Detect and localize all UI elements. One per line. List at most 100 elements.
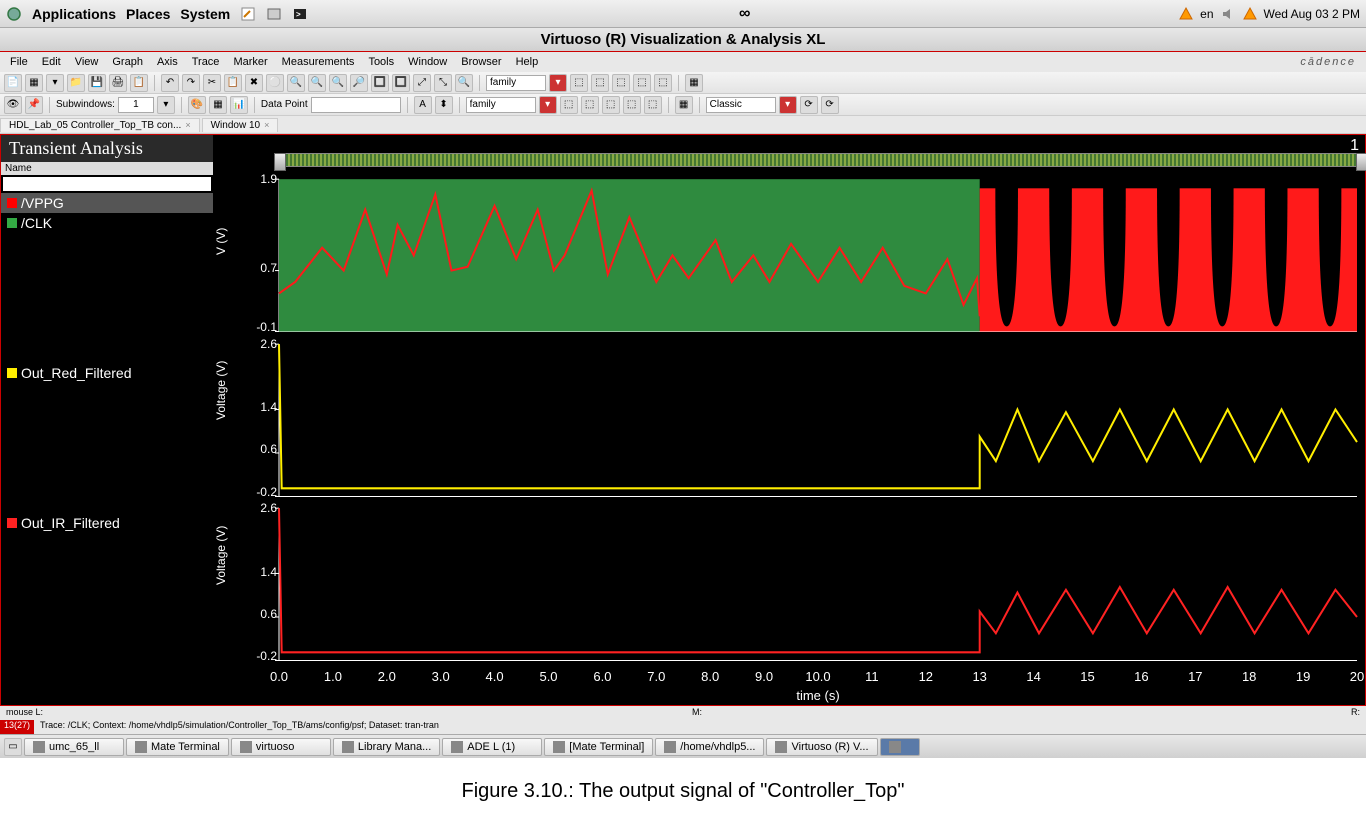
menu-help[interactable]: Help [512, 54, 543, 70]
sidebar-search[interactable] [3, 177, 211, 191]
signal-item-0[interactable]: /VPPG [1, 193, 213, 213]
task-6[interactable]: /home/vhdlp5... [655, 738, 764, 756]
menu-tools[interactable]: Tools [364, 54, 398, 70]
eye-icon[interactable]: 👁 [4, 96, 22, 114]
close-icon[interactable]: × [185, 120, 190, 130]
toolbtn-11[interactable]: 📋 [224, 74, 242, 92]
chart-icon[interactable]: 📊 [230, 96, 248, 114]
signal-item-3[interactable]: Out_IR_Filtered [1, 513, 213, 533]
task-3[interactable]: Library Mana... [333, 738, 440, 756]
grid-icon[interactable]: ▦ [209, 96, 227, 114]
toolbtn-5[interactable]: 🖨 [109, 74, 127, 92]
toolbtn-10[interactable]: ✂ [203, 74, 221, 92]
toolbtn-r7[interactable]: ▦ [685, 74, 703, 92]
toolbtn-3[interactable]: 📁 [67, 74, 85, 92]
toolbtn-21[interactable]: ⤡ [434, 74, 452, 92]
menu-marker[interactable]: Marker [229, 54, 271, 70]
toolbtn-r0[interactable]: ▾ [549, 74, 567, 92]
opt5-icon[interactable]: ⬚ [644, 96, 662, 114]
spin-down-icon[interactable]: ▾ [157, 96, 175, 114]
reload1-icon[interactable]: ⟳ [800, 96, 818, 114]
menu-file[interactable]: File [6, 54, 32, 70]
datapoint-input[interactable] [311, 97, 401, 113]
menu-view[interactable]: View [71, 54, 103, 70]
toolbtn-14[interactable]: 🔍 [287, 74, 305, 92]
toolbtn-8[interactable]: ↶ [161, 74, 179, 92]
task-8[interactable] [880, 738, 920, 756]
menu-browser[interactable]: Browser [457, 54, 505, 70]
toolbtn-19[interactable]: 🔲 [392, 74, 410, 92]
terminal-icon[interactable]: > [292, 6, 308, 22]
reload2-icon[interactable]: ⟳ [821, 96, 839, 114]
toolbtn-9[interactable]: ↷ [182, 74, 200, 92]
toolbtn-4[interactable]: 💾 [88, 74, 106, 92]
stack-icon[interactable] [266, 6, 282, 22]
family-tb1[interactable] [486, 75, 546, 91]
menu-measurements[interactable]: Measurements [278, 54, 359, 70]
menu-window[interactable]: Window [404, 54, 451, 70]
toolbtn-15[interactable]: 🔍 [308, 74, 326, 92]
menu-graph[interactable]: Graph [108, 54, 147, 70]
task-7[interactable]: Virtuoso (R) V... [766, 738, 877, 756]
toolbtn-r3[interactable]: ⬚ [612, 74, 630, 92]
toolbtn-6[interactable]: 📋 [130, 74, 148, 92]
toolbtn-0[interactable]: 📄 [4, 74, 22, 92]
task-5[interactable]: [Mate Terminal] [544, 738, 653, 756]
table-icon[interactable]: ▦ [675, 96, 693, 114]
close-icon[interactable]: × [264, 120, 269, 130]
palette-icon[interactable]: 🎨 [188, 96, 206, 114]
notif-icon[interactable]: ∞ [739, 5, 747, 23]
opt3-icon[interactable]: ⬚ [602, 96, 620, 114]
task-2[interactable]: virtuoso [231, 738, 331, 756]
marker-b-icon[interactable]: ⬍ [435, 96, 453, 114]
toolbtn-12[interactable]: ✖ [245, 74, 263, 92]
task-4[interactable]: ADE L (1) [442, 738, 542, 756]
lang-indicator[interactable]: en [1200, 7, 1213, 21]
family-drop-icon[interactable]: ▾ [539, 96, 557, 114]
marker-a-icon[interactable]: A [414, 96, 432, 114]
classic-drop-icon[interactable]: ▾ [779, 96, 797, 114]
toolbtn-13[interactable]: ⚪ [266, 74, 284, 92]
signal-item-1[interactable]: /CLK [1, 213, 213, 233]
toolbtn-r4[interactable]: ⬚ [633, 74, 651, 92]
os-system[interactable]: System [180, 6, 230, 22]
panel-1[interactable]: Voltage (V)2.61.40.6-0.2 [213, 338, 1365, 503]
toolbtn-20[interactable]: ⤢ [413, 74, 431, 92]
opt1-icon[interactable]: ⬚ [560, 96, 578, 114]
task-0[interactable]: umc_65_ll [24, 738, 124, 756]
toolbtn-r2[interactable]: ⬚ [591, 74, 609, 92]
pin-icon[interactable]: 📌 [25, 96, 43, 114]
tab-0[interactable]: HDL_Lab_05 Controller_Top_TB con... × [0, 118, 200, 132]
toolbtn-18[interactable]: 🔲 [371, 74, 389, 92]
panel-0[interactable]: V (V)1.90.7-0.1 [213, 173, 1365, 338]
classic-input[interactable] [706, 97, 776, 113]
toolbtn-2[interactable]: ▾ [46, 74, 64, 92]
subwindows-input[interactable] [118, 97, 154, 113]
toolbtn-22[interactable]: 🔍 [455, 74, 473, 92]
alert2-icon[interactable] [1242, 6, 1258, 22]
opt4-icon[interactable]: ⬚ [623, 96, 641, 114]
menu-trace[interactable]: Trace [188, 54, 224, 70]
tab-1[interactable]: Window 10 × [202, 118, 279, 132]
clock[interactable]: Wed Aug 03 2 PM [1264, 7, 1361, 21]
volume-icon[interactable] [1220, 6, 1236, 22]
toolbtn-r1[interactable]: ⬚ [570, 74, 588, 92]
toolbtn-17[interactable]: 🔎 [350, 74, 368, 92]
toolbtn-r5[interactable]: ⬚ [654, 74, 672, 92]
edit-icon[interactable] [240, 6, 256, 22]
menu-edit[interactable]: Edit [38, 54, 65, 70]
signal-item-2[interactable]: Out_Red_Filtered [1, 363, 213, 383]
alert-icon[interactable] [1178, 6, 1194, 22]
plot-area[interactable]: 1 V (V)1.90.7-0.1Voltage (V)2.61.40.6-0.… [213, 135, 1365, 705]
os-apps[interactable]: Applications [32, 6, 116, 22]
os-places[interactable]: Places [126, 6, 170, 22]
opt2-icon[interactable]: ⬚ [581, 96, 599, 114]
menu-axis[interactable]: Axis [153, 54, 182, 70]
panel-2[interactable]: Voltage (V)2.61.40.6-0.2 [213, 502, 1365, 667]
show-desktop-icon[interactable]: ▭ [4, 738, 22, 756]
overview-scrollbar[interactable] [283, 153, 1359, 167]
toolbtn-16[interactable]: 🔍 [329, 74, 347, 92]
family-input[interactable] [466, 97, 536, 113]
toolbtn-1[interactable]: ▦ [25, 74, 43, 92]
task-1[interactable]: Mate Terminal [126, 738, 229, 756]
